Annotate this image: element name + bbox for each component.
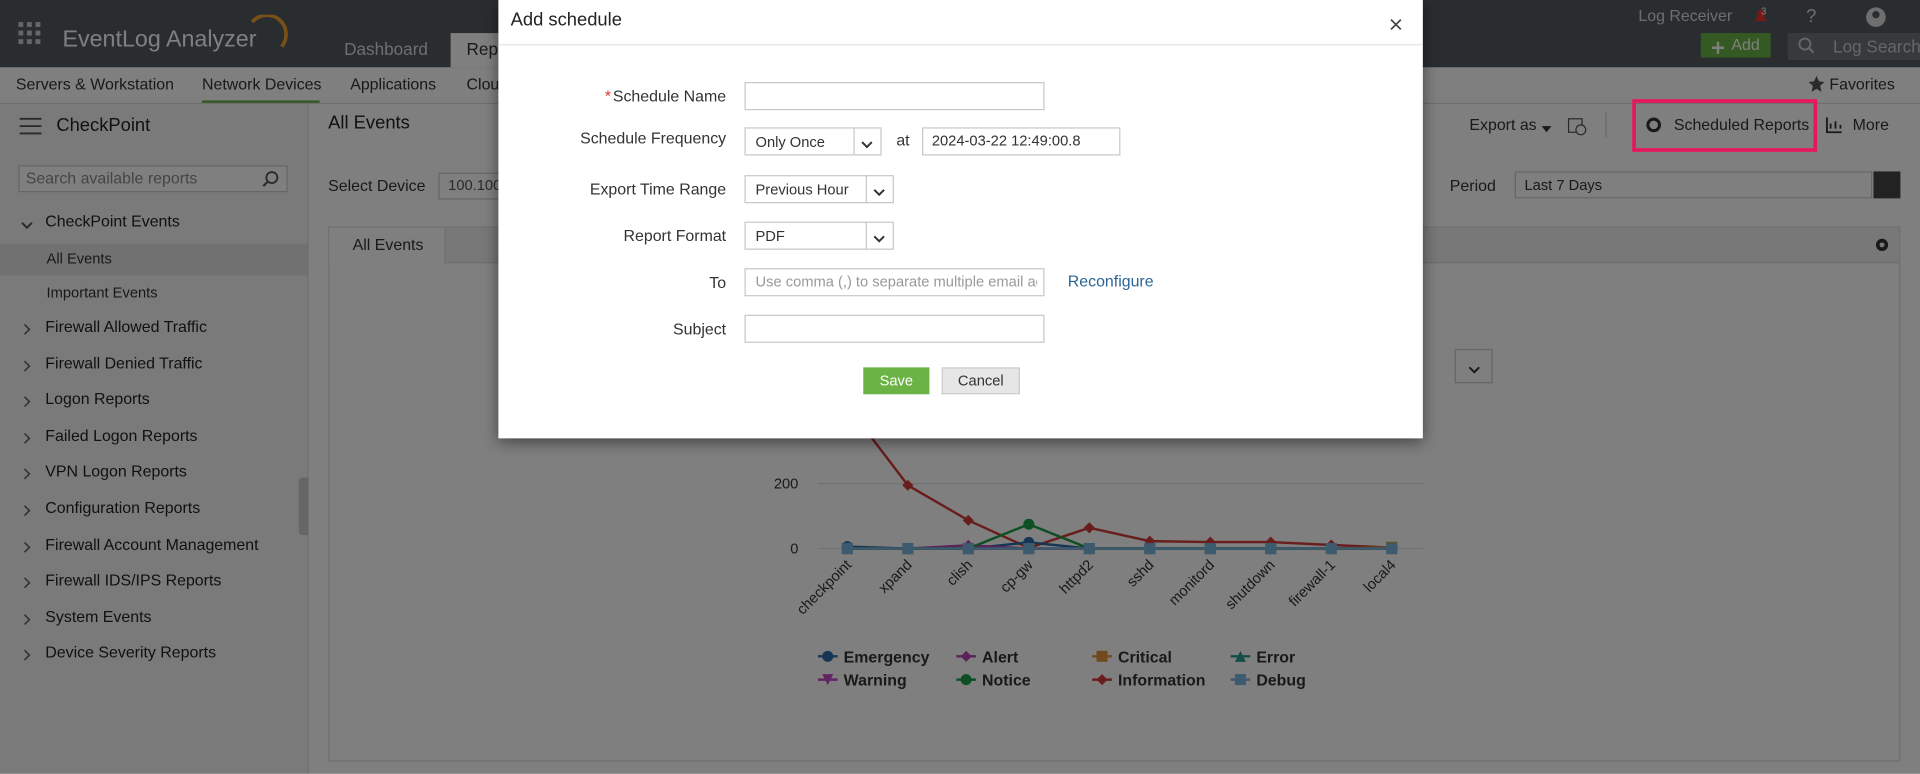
frequency-select[interactable] <box>744 127 882 156</box>
field-label: Subject <box>673 319 727 338</box>
required-marker: * <box>604 86 612 106</box>
modal: Add schedule * Schedule Name Schedule Frequ… <box>498 0 1423 439</box>
select-value[interactable]: PDF <box>755 227 785 245</box>
select-divider <box>865 175 867 204</box>
at-label: at <box>896 131 910 150</box>
highlight-box <box>1632 99 1818 152</box>
chevron-glyph <box>873 189 885 197</box>
modal-divider <box>498 44 1423 46</box>
cancel-button[interactable] <box>941 367 1021 395</box>
schedule-name-input[interactable] <box>744 82 1045 111</box>
time-range-select[interactable] <box>744 175 894 204</box>
datetime-input[interactable] <box>922 127 1121 156</box>
field-label: To <box>709 273 727 292</box>
chevron <box>873 184 885 197</box>
subject-input[interactable] <box>744 314 1045 343</box>
field-label: Schedule Frequency <box>580 128 727 147</box>
save-button[interactable] <box>863 367 930 395</box>
cancel-label[interactable]: Cancel <box>957 372 1004 390</box>
close-icon-glyph <box>1390 18 1402 30</box>
reconfigure-link[interactable]: Reconfigure <box>1067 271 1154 291</box>
format-select[interactable] <box>744 221 894 250</box>
datetime-value[interactable]: 2024-03-22 12:49:00.8 <box>931 132 1081 150</box>
save-label[interactable]: Save <box>879 372 914 390</box>
field-label: Schedule Name <box>612 86 727 106</box>
to-placeholder[interactable]: Use comma (,) to separate multiple email… <box>755 273 1038 291</box>
chevron <box>873 230 885 243</box>
field-label: Export Time Range <box>589 180 727 199</box>
select-divider <box>865 221 867 250</box>
select-value[interactable]: Only Once <box>755 133 825 151</box>
to-input[interactable] <box>744 268 1045 297</box>
field-label: Report Format <box>623 226 727 245</box>
chevron-glyph <box>873 235 885 243</box>
select-divider <box>853 127 855 156</box>
modal-title: Add schedule <box>510 9 622 31</box>
chevron-glyph <box>861 141 873 149</box>
select-value[interactable]: Previous Hour <box>755 181 849 199</box>
chevron <box>861 136 873 149</box>
close-icon[interactable] <box>1390 16 1402 30</box>
